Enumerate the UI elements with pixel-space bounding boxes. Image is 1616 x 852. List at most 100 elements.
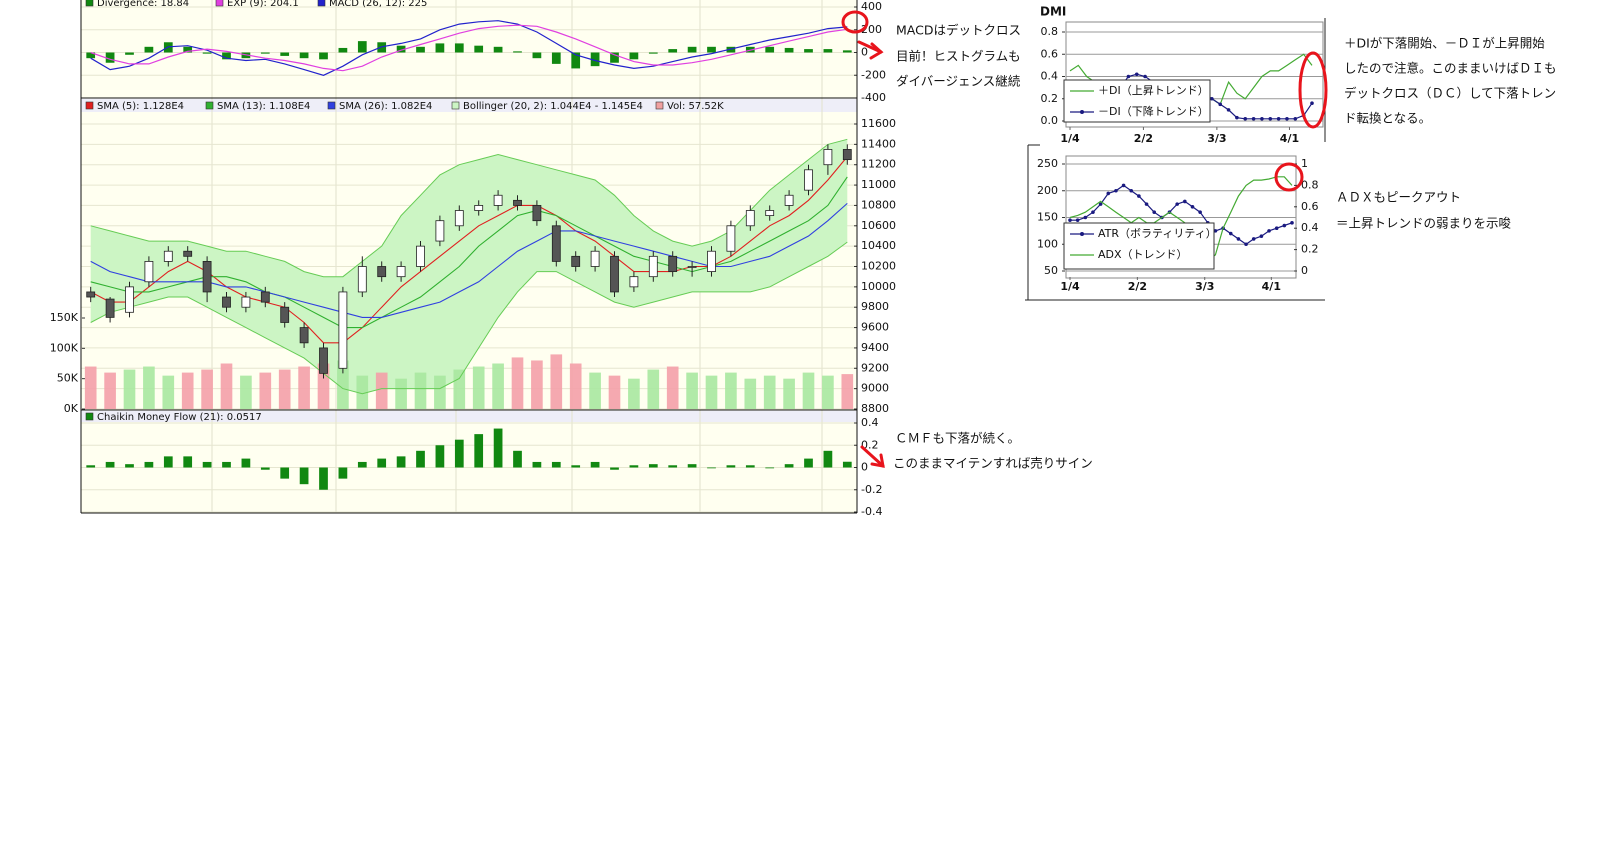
bar [280,52,290,56]
bar [357,461,367,468]
bar [299,467,309,485]
note-text: ド転換となる。 [1344,111,1431,126]
bar [86,52,96,59]
bar [125,464,134,468]
y-tick-label: -0.4 [861,505,882,518]
point-marker [1098,202,1103,206]
point-marker [1091,210,1095,214]
x-tick-label: 2/2 [1128,280,1147,293]
bar [396,45,406,53]
volume-bar [201,369,213,409]
bar [648,464,658,468]
candle-body [260,291,270,303]
volume-bar [686,372,698,409]
bar [804,49,813,53]
bar [183,456,193,468]
candle-body [765,210,775,217]
candle-body [551,225,561,262]
candle-body [280,306,290,323]
volume-bar [589,372,601,409]
highlight-circle [1274,162,1304,192]
y-tick-label: 9800 [861,300,889,313]
y-tick-label: -200 [861,68,886,81]
bar [823,49,833,53]
bar [629,465,639,468]
volume-bar [453,369,466,409]
bar [416,450,425,468]
bar [357,41,367,53]
y-tick-label: 100 [1037,237,1058,250]
point-marker [1152,210,1157,214]
y-tick-label: 10000 [861,280,896,293]
red-marks [841,10,1328,468]
bar [474,45,484,53]
point-marker [1259,234,1264,239]
candle-body [804,169,813,191]
point-marker [1293,116,1298,121]
candle-body [222,296,231,308]
bar [86,465,96,468]
point-marker [1274,226,1279,230]
legend-box [1063,222,1215,270]
bar [648,52,658,54]
y-tick-label: 150K [50,311,79,324]
y-tick-label: 200 [1037,184,1058,197]
arrow-head [869,42,884,60]
volume-bar [763,375,776,409]
bar [842,461,852,468]
candle-body [687,266,697,268]
legend-swatch [317,0,326,7]
volume-bar [705,375,718,409]
bar [765,46,775,53]
y-tick-label: 50 [1044,264,1058,277]
bar [202,52,212,54]
volume-bar [492,363,504,409]
bar [319,467,328,490]
bar [144,461,154,468]
candle-body [163,250,173,262]
bar [183,46,193,53]
bar [222,52,231,60]
bar [610,52,619,63]
bar [396,456,406,468]
y-tick-label: -400 [861,91,886,104]
legend-label: SMA (13): 1.108E4 [217,101,310,112]
legend-label: MACD (26, 12): 225 [329,0,427,9]
legend-swatch [85,0,94,7]
note-text: したので注意。このままいけばＤＩも [1344,61,1557,76]
arrow [860,445,885,468]
bar [823,450,833,468]
bar [765,467,775,469]
y-tick-label: 0.8 [1301,178,1319,191]
volume-bar [822,375,834,409]
candle-body [784,194,794,206]
y-tick-label: 0.6 [1041,47,1059,60]
bar [804,458,813,468]
bar [590,52,600,67]
candle-body [416,245,425,267]
candle-body [707,250,716,272]
candle-body [571,255,581,267]
y-tick-label: 10600 [861,219,896,232]
bar [687,464,697,468]
note-text: ダイバージェンス継続 [896,74,1021,89]
legend-swatch [215,0,224,7]
x-tick-label: 1/4 [1060,280,1080,293]
candle-body [629,276,639,288]
legend-label: ATR（ボラティリティ） [1098,227,1217,240]
bar [454,439,464,468]
volume-bar [143,366,155,409]
bar [629,52,639,60]
y-tick-label: 11400 [861,137,896,150]
volume-bar [317,363,330,409]
x-tick-label: 3/3 [1195,280,1214,293]
point-marker [1251,237,1256,241]
candle-body [513,199,522,206]
bar [532,52,542,59]
highlight-circle [1298,51,1328,129]
bar [551,461,561,468]
bollinger-lower [90,241,848,395]
point-marker [1083,215,1088,220]
series-line [90,20,848,76]
